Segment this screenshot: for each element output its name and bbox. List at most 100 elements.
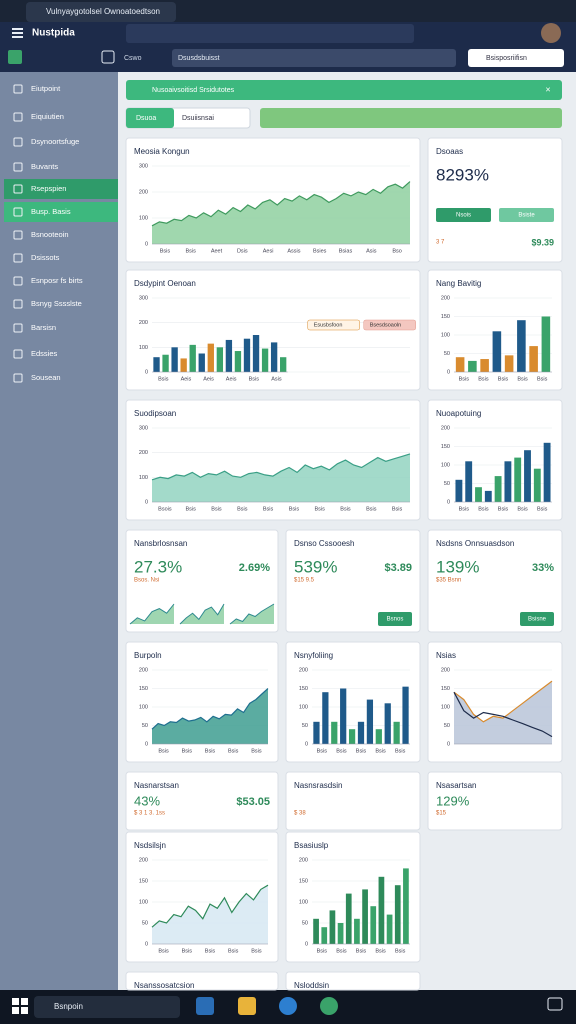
sidebar-item[interactable]: Barsisn [31,323,56,332]
taskbar-search-text: Bsnpoin [54,1002,83,1011]
x-tick-label: Bsis [317,748,328,754]
sidebar-icon [13,184,23,194]
app-title: Nustpida [32,28,75,39]
kpi-button-label[interactable]: Bsisne [528,617,547,623]
taskbar-app[interactable] [196,997,214,1015]
x-tick-label: Bsis [158,948,169,954]
taskbar-search[interactable] [34,996,180,1018]
sidebar-icon [13,137,23,147]
kpi-button[interactable] [520,612,554,626]
x-tick-label: Aeis [181,376,192,382]
y-tick-label: 150 [299,878,308,884]
kpi-sub: $15 [436,811,447,817]
card [125,529,279,633]
x-tick-label: Assis [287,248,300,254]
y-tick-label: 50 [302,920,308,926]
x-tick-label: Bsis [395,748,406,754]
bar [517,320,526,372]
start-button[interactable] [12,998,28,1014]
y-tick-label: 0 [145,241,148,247]
search-text: Bsisposriifisn [486,55,527,62]
bar [216,347,224,372]
x-tick-label: Bsis [160,248,171,254]
sidebar-item[interactable]: Dsynoortsfuge [31,137,79,146]
sidebar-item[interactable]: Buvants [31,162,58,171]
menu-icon[interactable] [12,28,23,38]
browser-tab[interactable] [26,2,176,22]
breadcrumb: Dsusdsbuisst [178,55,220,62]
search-box[interactable] [468,49,564,67]
filter-select[interactable] [126,108,174,128]
sidebar-item[interactable]: Bsnooteoin [31,230,69,239]
kpi-value: 539% [294,557,337,576]
toolbar-icon[interactable] [8,50,22,64]
taskbar-app[interactable] [279,997,297,1015]
toolbar-icon[interactable] [101,50,115,64]
filter-bar [260,108,562,128]
banner-close[interactable]: × [545,84,550,94]
bar [375,729,382,744]
y-tick-label: 200 [139,189,148,195]
y-tick-label: 100 [299,704,308,710]
kpi-button[interactable] [436,208,491,222]
bar [494,476,502,502]
sidebar-item[interactable]: Dsissots [31,253,60,262]
top-search[interactable] [126,24,414,43]
x-tick-label: Bsis [182,748,193,754]
x-tick-label: Aeis [226,376,237,382]
taskbar-app[interactable] [320,997,338,1015]
sidebar-item[interactable]: Bsnyg Sssslste [31,299,82,308]
tab-title: Vulnyaygotolsel Ownoatoedtson [46,7,160,16]
kpi-right: 33% [532,562,554,574]
kpi-button-label[interactable]: Nsois [456,213,471,219]
card-title: Nuoapotuing [436,409,481,418]
kpi-value: 27.3% [134,557,182,576]
sidebar-icon [13,253,23,263]
y-tick-label: 0 [305,741,308,747]
x-tick-label: Dsis [237,248,248,254]
kpi-button[interactable] [378,612,412,626]
x-tick-label: Bsis [158,376,169,382]
filter-label[interactable]: Dsuiisnsai [182,115,214,122]
sidebar-item[interactable]: Busp. Basis [31,207,71,216]
sidebar-item[interactable]: Eiquiutien [31,112,64,121]
sidebar-item[interactable]: Esnposr fs birts [31,276,83,285]
bar [348,729,356,744]
bar [480,359,489,372]
sidebar-icon [13,299,23,309]
y-tick-label: 200 [441,425,450,431]
kpi-button-label[interactable]: Bsnos [387,617,404,623]
sidebar-icon [13,373,23,383]
breadcrumb-box[interactable] [172,49,456,67]
kpi-value: 43% [134,793,160,808]
sparkline [229,603,275,625]
card-title: Nsnyfoliing [294,651,333,660]
x-tick-label: Bsis [263,506,274,512]
notification-icon[interactable] [547,997,563,1011]
y-tick-label: 150 [441,444,450,450]
card-title: Nasnsrasdsin [294,781,342,790]
x-tick-label: Bsis [498,376,509,382]
sidebar-item[interactable]: Rsepspien [31,184,66,193]
legend-label: Esusbsfoon [314,322,343,328]
breadcrumb-home[interactable]: Cswo [124,55,142,62]
kpi-button[interactable] [499,208,554,222]
sidebar-item[interactable]: Edssies [31,349,58,358]
x-tick-label: Bsis [182,948,193,954]
taskbar-app[interactable] [238,997,256,1015]
x-tick-label: Bsis [289,506,300,512]
y-tick-label: 200 [139,450,148,456]
card [125,971,279,991]
x-tick-label: Bsis [158,748,169,754]
sidebar-icon [13,84,23,94]
sparkline [179,603,225,625]
kpi-button-label[interactable]: Bsiste [518,213,535,219]
sidebar-item[interactable]: Sousean [31,373,61,382]
x-tick-label: Bsias [339,248,353,254]
avatar[interactable] [541,23,561,43]
sidebar-item[interactable]: Eiutpoint [31,84,61,93]
bar [189,344,196,372]
y-tick-label: 50 [142,723,148,729]
x-tick-label: Bsis [205,948,216,954]
x-tick-label: Bsis [356,748,367,754]
